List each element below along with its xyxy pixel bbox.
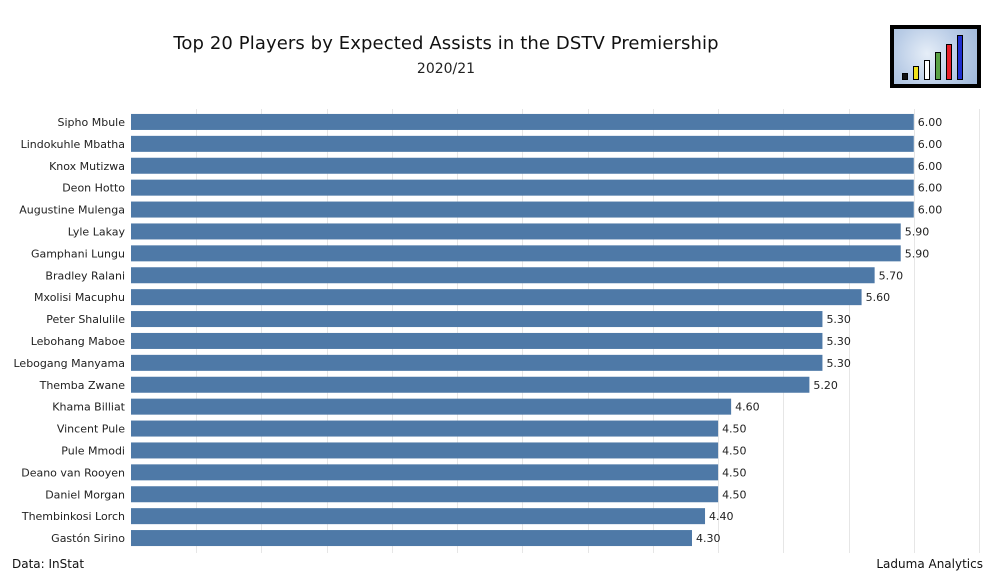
credit: Laduma Analytics xyxy=(876,557,983,571)
category-label: Lindokuhle Mbatha xyxy=(21,138,125,151)
category-label: Knox Mutizwa xyxy=(49,160,125,173)
value-labels: 6.006.006.006.006.005.905.905.705.605.30… xyxy=(696,116,942,545)
bar xyxy=(131,420,719,437)
category-label: Deon Hotto xyxy=(62,182,125,195)
category-label: Augustine Mulenga xyxy=(19,204,125,217)
bar xyxy=(131,289,862,306)
bar xyxy=(131,464,719,481)
value-label: 5.30 xyxy=(826,357,851,370)
category-label: Thembinkosi Lorch xyxy=(21,510,125,523)
value-label: 5.30 xyxy=(826,335,851,348)
value-label: 6.00 xyxy=(918,204,943,217)
bar xyxy=(131,223,901,240)
bar xyxy=(131,530,692,547)
bar xyxy=(131,354,823,371)
chart-subtitle: 2020/21 xyxy=(416,61,476,77)
bar xyxy=(131,332,823,349)
value-label: 5.90 xyxy=(905,247,930,260)
value-label: 5.90 xyxy=(905,225,930,238)
category-label: Daniel Morgan xyxy=(45,488,125,501)
bar xyxy=(131,201,914,218)
logo xyxy=(890,25,981,88)
bar xyxy=(131,245,901,262)
category-label: Gastón Sirino xyxy=(51,532,125,545)
value-label: 4.50 xyxy=(722,466,747,479)
category-label: Mxolisi Macuphu xyxy=(34,291,125,304)
data-source: Data: InStat xyxy=(12,557,85,571)
value-label: 6.00 xyxy=(918,182,943,195)
logo-bar xyxy=(924,60,930,80)
logo-bar xyxy=(946,44,952,80)
bar xyxy=(131,376,810,393)
bar xyxy=(131,442,719,459)
logo-bar xyxy=(913,66,919,80)
value-label: 5.20 xyxy=(813,379,838,392)
bars xyxy=(131,113,914,547)
bar xyxy=(131,179,914,196)
chart-title: Top 20 Players by Expected Assists in th… xyxy=(173,33,719,54)
logo-bar xyxy=(935,52,941,80)
bar xyxy=(131,113,914,130)
value-label: 6.00 xyxy=(918,116,943,129)
category-label: Vincent Pule xyxy=(57,423,125,436)
bar-chart-logo-icon xyxy=(894,29,977,84)
category-label: Lyle Lakay xyxy=(68,225,126,238)
category-label: Lebogang Manyama xyxy=(14,357,126,370)
bar xyxy=(131,311,823,328)
value-label: 4.50 xyxy=(722,444,747,457)
category-label: Themba Zwane xyxy=(39,379,126,392)
category-label: Gamphani Lungu xyxy=(31,247,125,260)
value-label: 4.30 xyxy=(696,532,721,545)
value-label: 6.00 xyxy=(918,160,943,173)
category-label: Peter Shalulile xyxy=(46,313,125,326)
value-label: 6.00 xyxy=(918,138,943,151)
bar xyxy=(131,508,706,525)
value-label: 5.60 xyxy=(866,291,891,304)
value-label: 4.40 xyxy=(709,510,734,523)
category-label: Deano van Rooyen xyxy=(21,466,125,479)
category-label: Khama Billiat xyxy=(52,401,125,414)
bar xyxy=(131,157,914,174)
value-label: 4.60 xyxy=(735,401,760,414)
logo-bar xyxy=(957,35,963,80)
value-label: 4.50 xyxy=(722,423,747,436)
category-labels: Sipho Mbule Lindokuhle Mbatha Knox Mutizwa… xyxy=(14,116,126,545)
value-label: 5.30 xyxy=(826,313,851,326)
logo-bar xyxy=(902,73,908,80)
value-label: 4.50 xyxy=(722,488,747,501)
bar xyxy=(131,135,914,152)
category-label: Bradley Ralani xyxy=(45,269,125,282)
bar xyxy=(131,267,875,284)
category-label: Pule Mmodi xyxy=(61,444,125,457)
category-label: Lebohang Maboe xyxy=(31,335,126,348)
bar xyxy=(131,486,719,503)
category-label: Sipho Mbule xyxy=(58,116,126,129)
bar xyxy=(131,398,732,415)
value-label: 5.70 xyxy=(879,269,904,282)
